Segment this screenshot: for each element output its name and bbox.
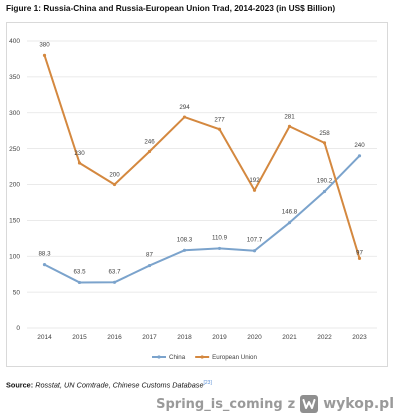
data-label-european-union-2022: 258 xyxy=(319,130,330,137)
source-note: Source: Rosstat, UN Comtrade, Chinese Cu… xyxy=(6,380,212,389)
watermark-logo-text: wykop.pl xyxy=(323,396,394,412)
series-line-china xyxy=(44,155,361,284)
point-european-union-2019 xyxy=(217,127,222,131)
data-label-china-2016: 63.7 xyxy=(108,268,121,275)
x-tick-label-2020: 2020 xyxy=(247,334,262,341)
data-label-china-2021: 146.8 xyxy=(282,209,298,216)
source-reference-link[interactable]: [23] xyxy=(203,380,212,386)
y-tick-label-300: 300 xyxy=(9,110,20,117)
x-tick-label-2017: 2017 xyxy=(142,334,157,341)
source-label: Source: xyxy=(6,380,34,390)
y-tick-label-250: 250 xyxy=(9,146,20,153)
point-china-2019 xyxy=(217,246,222,251)
y-tick-label-0: 0 xyxy=(16,325,20,332)
point-china-2018 xyxy=(182,248,187,252)
data-label-european-union-2014: 380 xyxy=(39,41,50,48)
point-european-union-2021 xyxy=(287,124,292,128)
data-label-european-union-2021: 281 xyxy=(284,113,295,120)
data-label-china-2019: 110.9 xyxy=(212,234,228,241)
point-european-union-2015 xyxy=(77,161,82,165)
x-tick-label-2015: 2015 xyxy=(72,334,87,341)
y-tick-label-400: 400 xyxy=(9,38,20,45)
watermark-username: Spring_is_coming xyxy=(156,396,283,412)
y-tick-label-50: 50 xyxy=(13,289,21,296)
wykop-logo-icon xyxy=(300,395,319,413)
data-label-china-2017: 87 xyxy=(146,252,153,259)
point-china-2014 xyxy=(42,263,47,267)
data-label-european-union-2018: 294 xyxy=(179,104,190,111)
y-tick-label-350: 350 xyxy=(9,74,20,81)
data-label-china-2020: 107.7 xyxy=(247,237,263,244)
x-tick-label-2014: 2014 xyxy=(37,334,52,341)
line-chart: 0 50 100 150 200 250 300 350 400 2014 2015 2016 2017… xyxy=(9,38,377,361)
point-china-2020 xyxy=(252,249,257,253)
point-china-2021 xyxy=(287,221,292,225)
y-tick-label-100: 100 xyxy=(9,253,20,260)
x-tick-label-2022: 2022 xyxy=(317,334,332,341)
data-label-european-union-2015: 230 xyxy=(74,150,85,157)
chart-frame: 0 50 100 150 200 250 300 350 400 2014 2015 2016 2017… xyxy=(6,22,388,367)
point-china-2017 xyxy=(147,263,152,268)
data-label-china-2014: 88.3 xyxy=(38,251,51,258)
point-european-union-2016 xyxy=(112,182,117,187)
point-china-2023 xyxy=(357,154,362,158)
data-label-china-2022: 190.2 xyxy=(317,178,333,185)
point-european-union-2022 xyxy=(322,141,327,145)
point-european-union-2017 xyxy=(147,149,152,154)
x-tick-label-2021: 2021 xyxy=(282,334,297,341)
point-european-union-2020 xyxy=(252,188,257,192)
data-label-european-union-2020: 192 xyxy=(249,177,260,184)
data-label-china-2015: 63.5 xyxy=(73,268,86,275)
point-china-2022 xyxy=(322,189,327,194)
point-european-union-2023 xyxy=(357,256,362,261)
y-tick-label-150: 150 xyxy=(9,218,20,225)
watermark: Spring_is_coming z wykop.pl xyxy=(156,394,394,414)
watermark-separator: z xyxy=(287,396,296,412)
x-tick-label-2016: 2016 xyxy=(107,334,122,341)
point-china-2015 xyxy=(77,280,82,285)
y-tick-label-200: 200 xyxy=(9,182,20,189)
legend-marker-china xyxy=(157,355,161,359)
point-european-union-2014 xyxy=(42,53,47,57)
legend-label-european-union: European Union xyxy=(212,354,257,361)
x-tick-label-2018: 2018 xyxy=(177,334,192,341)
data-label-european-union-2017: 246 xyxy=(144,138,155,145)
x-tick-label-2019: 2019 xyxy=(212,334,227,341)
data-label-china-2018: 108.3 xyxy=(177,236,193,243)
x-tick-label-2023: 2023 xyxy=(352,334,367,341)
legend-marker-european-union xyxy=(200,355,204,359)
series-line-european-union xyxy=(43,55,361,259)
data-label-european-union-2023: 97 xyxy=(356,249,363,256)
data-label-european-union-2016: 200 xyxy=(109,172,120,179)
point-european-union-2018 xyxy=(182,115,187,119)
data-label-european-union-2019: 277 xyxy=(214,116,225,123)
legend-label-china: China xyxy=(169,354,186,361)
figure-title: Figure 1: Russia-China and Russia-Europe… xyxy=(6,3,336,13)
data-label-china-2023: 240 xyxy=(354,142,365,149)
point-china-2016 xyxy=(112,280,117,284)
source-text: Rosstat, UN Comtrade, Chinese Customs Da… xyxy=(35,380,204,390)
